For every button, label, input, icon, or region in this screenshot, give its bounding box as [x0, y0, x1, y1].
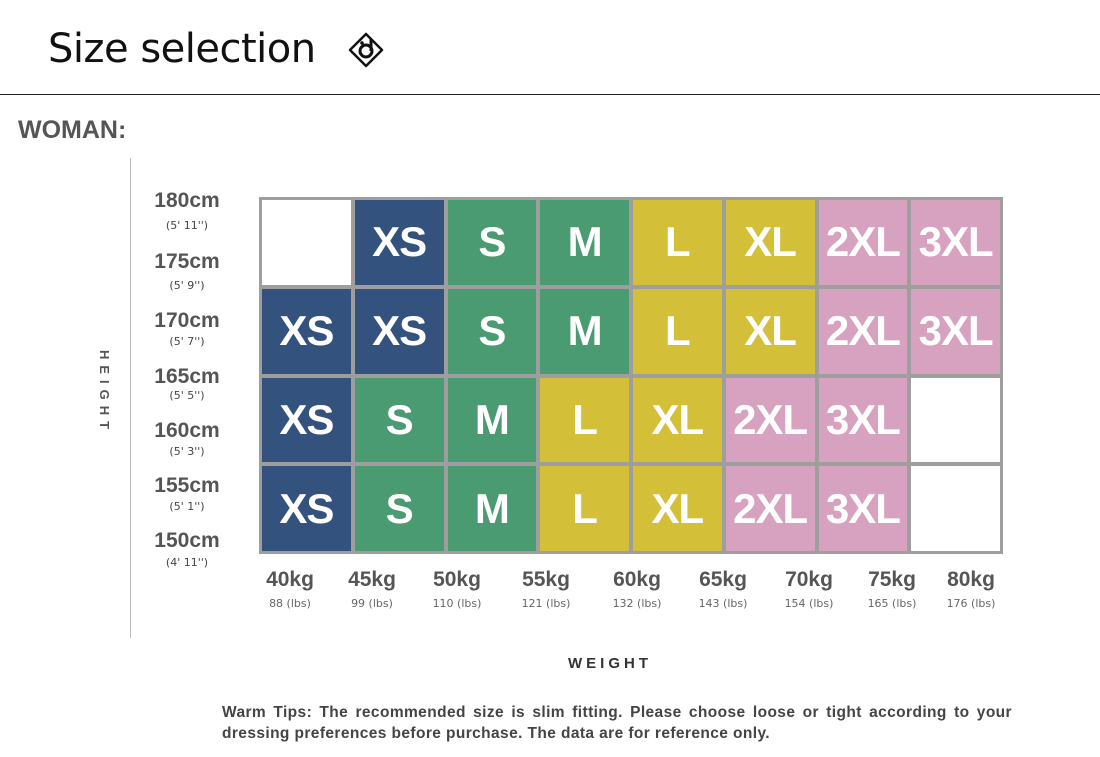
- weight-kg-label: 60kg: [613, 568, 661, 591]
- height-cm-label: 160cm: [154, 419, 220, 442]
- size-cell-2xl: 2XL: [725, 377, 815, 463]
- height-axis-label: HEIGHT: [97, 350, 112, 436]
- empty-cell: [262, 200, 351, 285]
- weight-lbs-label: 110 (lbs): [432, 597, 482, 610]
- height-ft-label: (5' 3''): [169, 445, 205, 458]
- axis-divider: [130, 158, 131, 638]
- warm-tips: Warm Tips: The recommended size is slim …: [222, 704, 1012, 742]
- size-cell-m: M: [540, 200, 629, 285]
- height-cm-label: 165cm: [154, 365, 220, 388]
- weight-lbs-label: 143 (lbs): [698, 597, 748, 610]
- size-cell-s: S: [447, 288, 537, 374]
- height-ft-label: (5' 5''): [169, 389, 205, 402]
- diamond-logo-icon: [348, 32, 384, 68]
- size-cell-xl: XL: [725, 288, 815, 374]
- height-cm-label: 175cm: [154, 250, 220, 273]
- size-cell-xl: XL: [725, 200, 815, 285]
- size-cell-m: M: [540, 288, 629, 374]
- weight-kg-label: 40kg: [266, 568, 314, 591]
- height-cm-label: 155cm: [154, 474, 220, 497]
- weight-lbs-label: 99 (lbs): [351, 597, 393, 610]
- size-cell-l: L: [540, 377, 629, 463]
- weight-kg-label: 70kg: [785, 568, 833, 591]
- weight-kg-label: 75kg: [868, 568, 916, 591]
- height-ft-label: (5' 9''): [169, 279, 205, 292]
- weight-kg-label: 50kg: [433, 568, 481, 591]
- size-cell-xs: XS: [262, 466, 351, 551]
- size-cell-3xl: 3XL: [818, 377, 908, 463]
- size-cell-s: S: [354, 377, 444, 463]
- section-label: WOMAN:: [18, 116, 127, 144]
- empty-cell: [911, 377, 1000, 463]
- height-ft-label: (5' 7''): [169, 335, 205, 348]
- size-cell-2xl: 2XL: [818, 288, 908, 374]
- weight-lbs-label: 132 (lbs): [612, 597, 662, 610]
- weight-lbs-label: 165 (lbs): [867, 597, 917, 610]
- size-cell-s: S: [447, 200, 537, 285]
- height-ft-label: (5' 11''): [165, 219, 209, 232]
- size-cell-3xl: 3XL: [818, 466, 908, 551]
- size-cell-xl: XL: [633, 466, 722, 551]
- empty-cell: [911, 466, 1000, 551]
- weight-lbs-label: 121 (lbs): [521, 597, 571, 610]
- size-cell-3xl: 3XL: [911, 288, 1000, 374]
- height-cm-label: 170cm: [154, 309, 220, 332]
- size-cell-l: L: [633, 288, 722, 374]
- size-cell-xs: XS: [354, 288, 444, 374]
- weight-kg-label: 65kg: [699, 568, 747, 591]
- size-cell-xs: XS: [262, 288, 351, 374]
- size-cell-2xl: 2XL: [818, 200, 908, 285]
- weight-lbs-label: 88 (lbs): [269, 597, 311, 610]
- size-cell-s: S: [354, 466, 444, 551]
- size-grid: XS S M L XL 2XL 3XL XS XS S M L XL 2XL 3XL XS S M L XL 2XL 3X…: [259, 197, 1003, 554]
- size-cell-l: L: [633, 200, 722, 285]
- header-divider: [0, 94, 1100, 95]
- size-cell-m: M: [447, 377, 537, 463]
- weight-axis-label: WEIGHT: [568, 655, 652, 672]
- height-cm-label: 150cm: [154, 529, 220, 552]
- size-cell-xl: XL: [633, 377, 722, 463]
- size-cell-xs: XS: [262, 377, 351, 463]
- weight-lbs-label: 154 (lbs): [784, 597, 834, 610]
- size-cell-xs: XS: [354, 200, 444, 285]
- weight-kg-label: 55kg: [522, 568, 570, 591]
- height-ft-label: (5' 1''): [169, 500, 205, 513]
- weight-kg-label: 45kg: [348, 568, 396, 591]
- size-cell-3xl: 3XL: [911, 200, 1000, 285]
- weight-lbs-label: 176 (lbs): [946, 597, 996, 610]
- height-cm-label: 180cm: [154, 189, 220, 212]
- page-title: Size selection: [48, 26, 316, 72]
- size-cell-2xl: 2XL: [725, 466, 815, 551]
- size-cell-l: L: [540, 466, 629, 551]
- weight-kg-label: 80kg: [947, 568, 995, 591]
- height-ft-label: (4' 11''): [165, 556, 209, 569]
- size-cell-m: M: [447, 466, 537, 551]
